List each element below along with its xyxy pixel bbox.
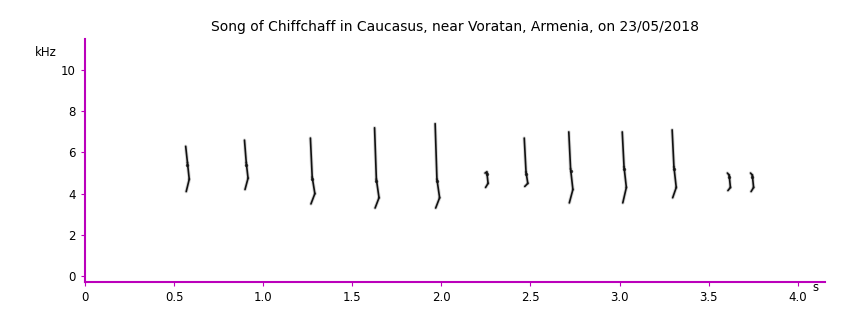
Text: kHz: kHz [35, 46, 57, 58]
Title: Song of Chiffchaff in Caucasus, near Voratan, Armenia, on 23/05/2018: Song of Chiffchaff in Caucasus, near Vor… [211, 20, 699, 34]
Text: s: s [812, 281, 819, 294]
